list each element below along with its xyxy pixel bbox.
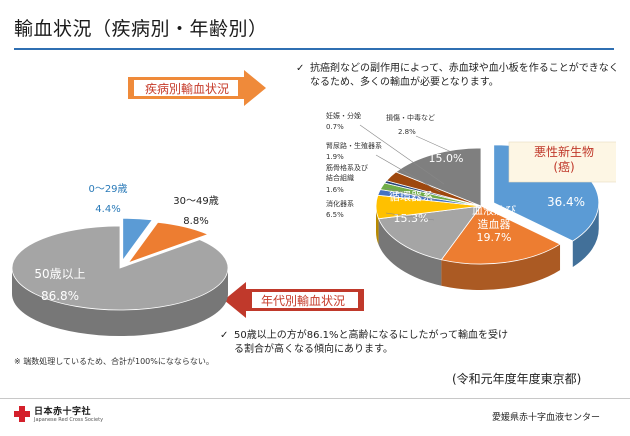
check-icon: ✓: [220, 330, 229, 341]
pie-value-label: 86.8%: [41, 289, 79, 303]
pie-value-label: 1.9%: [326, 153, 344, 161]
pie-value-label: 15.0%: [429, 152, 464, 165]
page-title: 輸血状況（疾病別・年齢別）: [14, 18, 268, 40]
pie-category-label: 50歳以上: [34, 267, 85, 281]
pie-value-label: 1.6%: [326, 186, 344, 194]
red-cross-icon: [14, 405, 30, 422]
footer-divider: [0, 398, 630, 399]
pie-value-label: 4.4%: [95, 204, 120, 215]
red-cross-logo: 日本赤十字社 Japanese Red Cross Society: [14, 404, 103, 423]
leader-line: [385, 187, 437, 201]
pie-category-label: その他: [430, 138, 463, 151]
age-pie-chart: 0〜29歳 4.4% 30〜49歳 8.8% 50歳以上 86.8%: [11, 183, 229, 336]
check-icon: ✓: [296, 63, 305, 74]
pie-category-label: 消化器系: [326, 199, 354, 208]
leader-line: [375, 154, 441, 193]
arrow-right-icon: [128, 70, 266, 106]
organization-name: 愛媛県赤十字血液センター: [492, 413, 601, 423]
pie-category-label: 妊娠・分娩: [326, 111, 361, 120]
pie-category-label: 損傷・中毒など: [386, 113, 435, 122]
pie-slice: [122, 217, 153, 262]
disease-note: ✓ 抗癌剤などの副作用によって、赤血球や血小板を作ることができなくなるため、多く…: [296, 62, 622, 90]
arrow-left-icon: [224, 282, 364, 318]
title-divider: [14, 48, 614, 50]
pie-category-label: (癌): [553, 159, 574, 174]
pie-category-label: 造血器: [478, 217, 511, 231]
pie-category-label: 結合組織: [326, 173, 354, 182]
pie-slice: [440, 205, 561, 265]
footnote: ※ 端数処理しているため、合計が100%になならない。: [14, 357, 214, 366]
logo-name: 日本赤十字社: [34, 407, 92, 417]
pie-value-label: 6.5%: [326, 211, 344, 219]
pie-slice-side: [12, 268, 228, 336]
disease-banner-label: 疾病別輸血状況: [144, 81, 229, 96]
pie-slice-side: [572, 202, 599, 267]
age-banner: 年代別輸血状況: [224, 282, 364, 318]
disease-note-text: 抗癌剤などの副作用によって、赤血球や血小板を作ることができなくなるため、多くの輸…: [310, 63, 619, 88]
age-banner-label: 年代別輸血状況: [260, 293, 345, 308]
age-note: ✓ 50歳以上の方が86.1%と高齢になるにしたがって輸血を受ける割合が高くなる…: [220, 329, 510, 357]
logo-subtitle: Japanese Red Cross Society: [34, 417, 104, 423]
cancer-label-box: [508, 141, 616, 183]
pie-slice-side: [441, 244, 561, 290]
source-label: (令和元年度年度東京都): [452, 372, 582, 386]
pie-value-label: 19.7%: [477, 231, 512, 244]
pie-slice: [378, 205, 482, 261]
leader-line: [359, 124, 445, 185]
pie-value-label: 8.8%: [183, 216, 208, 227]
pie-slice-side: [376, 206, 379, 245]
disease-pie-chart: 悪性新生物(癌)36.4%血液及び造血器19.7%循環器系15.3%消化器系6.…: [326, 111, 616, 290]
pie-category-label: 腎尿路・生殖器系: [326, 141, 382, 150]
pie-slice: [11, 225, 229, 311]
pie-category-label: 血液及び: [472, 203, 516, 217]
pie-value-label: 2.8%: [398, 128, 416, 136]
pie-category-label: 30〜49歳: [173, 195, 218, 207]
pie-value-label: 36.4%: [547, 195, 585, 209]
leader-line: [415, 135, 457, 155]
pie-category-label: 循環器系: [389, 190, 433, 203]
leader-line: [385, 212, 435, 221]
pie-category-label: 悪性新生物: [534, 144, 594, 159]
pie-slice: [395, 147, 482, 207]
pie-value-label: 0.7%: [326, 123, 344, 131]
age-note-text: 50歳以上の方が86.1%と高齢になるにしたがって輸血を受ける割合が高くなる傾向…: [234, 330, 508, 355]
pie-slice-side: [378, 218, 442, 286]
pie-category-label: 0〜29歳: [88, 183, 127, 195]
disease-banner: 疾病別輸血状況: [128, 70, 268, 106]
pie-slice: [127, 221, 210, 264]
pie-category-label: 筋骨格系及び: [326, 163, 368, 172]
